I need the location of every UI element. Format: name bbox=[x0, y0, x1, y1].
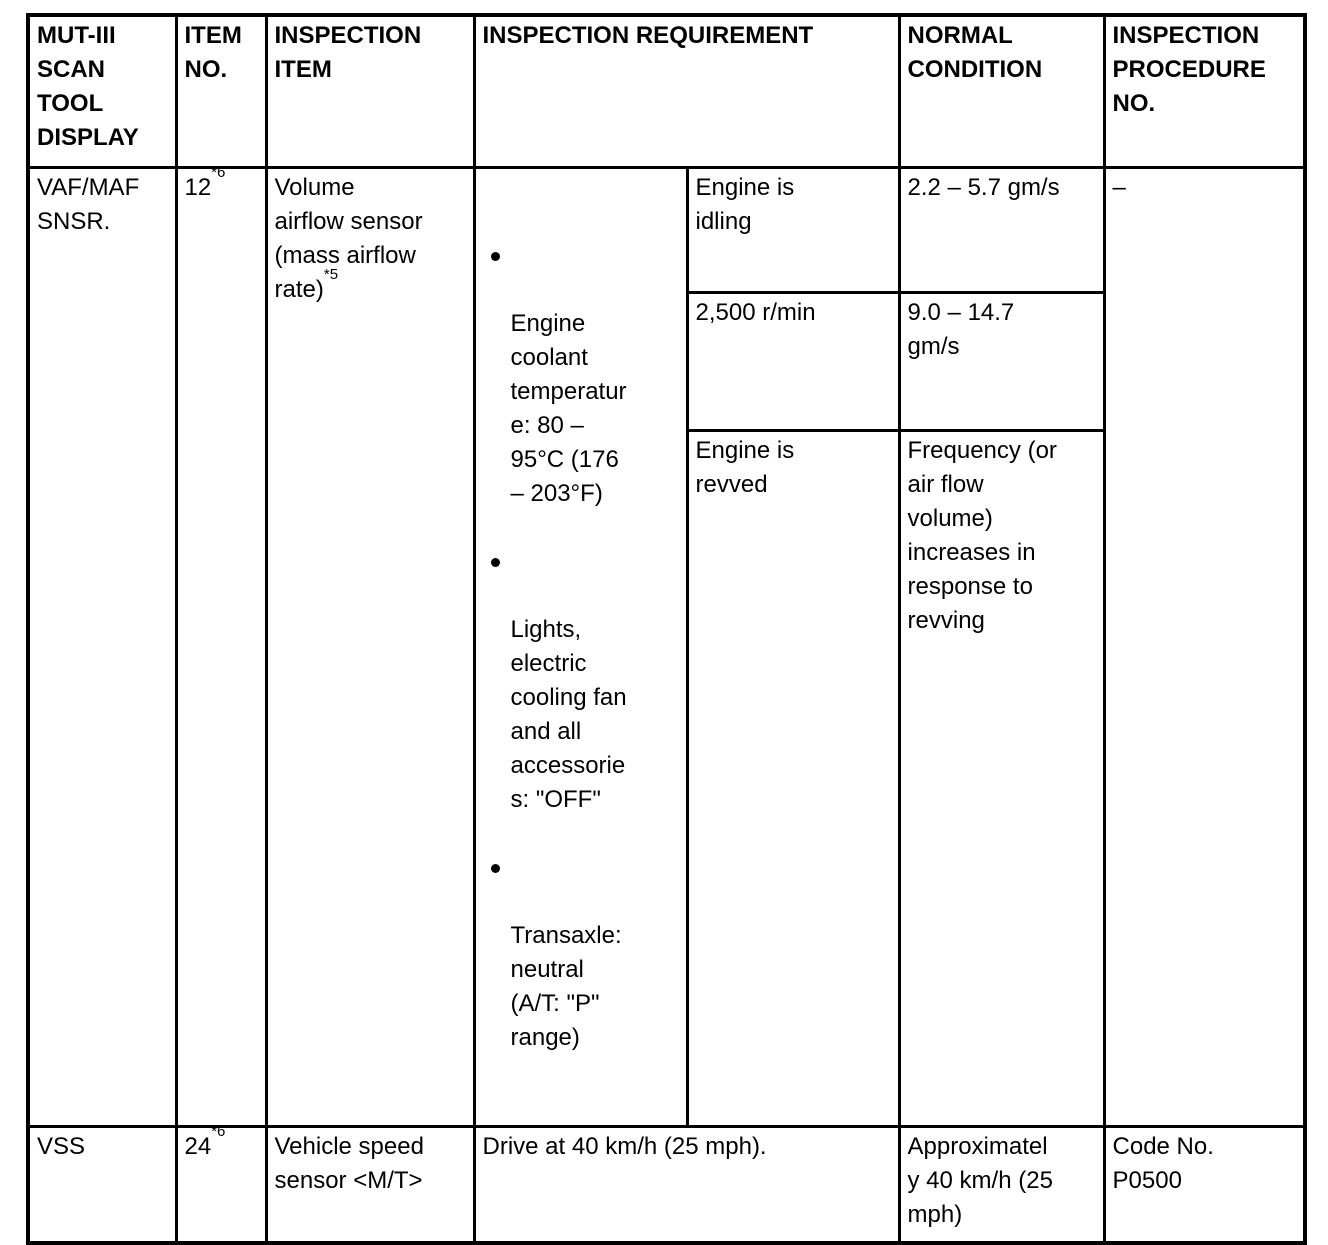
footnote-marker: *6 bbox=[211, 167, 226, 181]
requirement-condition-item: Lights, electric cooling fan and all acc… bbox=[483, 545, 680, 817]
condition-text: Transaxle: neutral (A/T: "P" range) bbox=[510, 921, 622, 1051]
cell-item-no-12: 12*6 bbox=[174, 165, 268, 1128]
item-no-value: 12 bbox=[184, 173, 212, 201]
cell-inspection-item-volume-airflow: Volume airflow sensor (mass airflow rate… bbox=[264, 165, 476, 1128]
cell-requirement-engine-idling: Engine is idling bbox=[685, 165, 901, 294]
footnote-marker: *5 bbox=[323, 265, 339, 283]
cell-requirement-conditions: Engine coolant temperatur e: 80 – 95°C (… bbox=[472, 165, 689, 1128]
cell-normal-condition-idling: 2.2 – 5.7 gm/s bbox=[897, 165, 1106, 294]
cell-requirement-drive-40: Drive at 40 km/h (25 mph). bbox=[472, 1124, 901, 1245]
cell-scan-tool-display-vaf-maf: VAF/MAF SNSR. bbox=[26, 165, 178, 1128]
cell-normal-condition-approx-40: Approximatel y 40 km/h (25 mph) bbox=[897, 1124, 1106, 1245]
bullet-icon bbox=[490, 557, 500, 567]
requirement-condition-item: Engine coolant temperatur e: 80 – 95°C (… bbox=[483, 239, 680, 511]
table-row-vaf-maf-sub1: VAF/MAF SNSR. 12*6 Volume airflow sensor… bbox=[26, 165, 1307, 1128]
header-normal-condition: NORMAL CONDITION bbox=[897, 13, 1106, 169]
cell-inspection-item-vehicle-speed: Vehicle speed sensor <M/T> bbox=[264, 1124, 476, 1245]
cell-normal-condition-revved: Frequency (or air flow volume) increases… bbox=[897, 429, 1106, 1128]
cell-requirement-2500-rmin: 2,500 r/min bbox=[685, 290, 901, 433]
cell-normal-condition-2500: 9.0 – 14.7 gm/s bbox=[897, 290, 1106, 433]
cell-requirement-engine-revved: Engine is revved bbox=[685, 429, 901, 1128]
header-row: MUT-III SCAN TOOL DISPLAY ITEM NO. INSPE… bbox=[26, 13, 1307, 169]
document-page: MUT-III SCAN TOOL DISPLAY ITEM NO. INSPE… bbox=[26, 13, 1308, 1245]
header-inspection-item: INSPECTION ITEM bbox=[264, 13, 476, 169]
header-inspection-procedure-no: INSPECTION PROCEDURE NO. bbox=[1102, 13, 1307, 169]
header-scan-tool-display: MUT-III SCAN TOOL DISPLAY bbox=[26, 13, 178, 169]
footnote-marker: *6 bbox=[211, 1126, 226, 1140]
bullet-icon bbox=[490, 251, 500, 261]
table-row-vaf-maf-sub2: 2,500 r/min 9.0 – 14.7 gm/s bbox=[28, 290, 1305, 433]
bullet-icon bbox=[490, 863, 500, 873]
cell-item-no-24: 24*6 bbox=[174, 1124, 268, 1245]
requirement-condition-list: Engine coolant temperatur e: 80 – 95°C (… bbox=[483, 205, 680, 1089]
condition-text: Lights, electric cooling fan and all acc… bbox=[510, 615, 627, 813]
cell-scan-tool-display-vss: VSS bbox=[26, 1124, 178, 1245]
requirement-condition-item: Transaxle: neutral (A/T: "P" range) bbox=[483, 851, 680, 1055]
condition-text: Engine coolant temperatur e: 80 – 95°C (… bbox=[510, 309, 627, 507]
item-no-value: 24 bbox=[184, 1132, 212, 1160]
cell-procedure-no-p0500: Code No. P0500 bbox=[1102, 1124, 1307, 1245]
header-item-no: ITEM NO. bbox=[174, 13, 268, 169]
inspection-item-text: Volume airflow sensor (mass airflow rate… bbox=[274, 173, 423, 303]
inspection-data-table: MUT-III SCAN TOOL DISPLAY ITEM NO. INSPE… bbox=[26, 13, 1308, 1245]
cell-procedure-no-dash: – bbox=[1102, 165, 1307, 1128]
header-inspection-requirement: INSPECTION REQUIREMENT bbox=[472, 13, 901, 169]
table-row-vss: VSS 24*6 Vehicle speed sensor <M/T> Driv… bbox=[26, 1124, 1307, 1245]
